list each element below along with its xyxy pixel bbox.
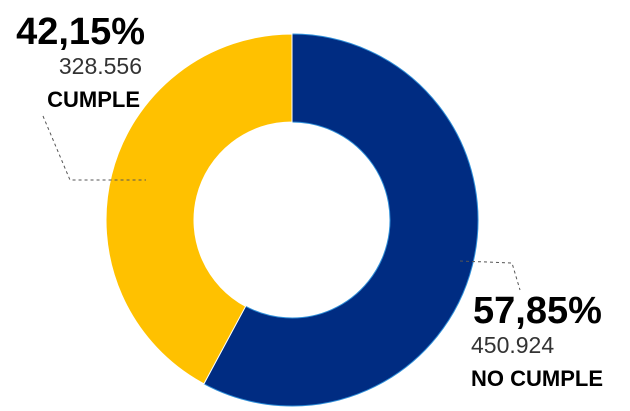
slice-percent-label-cumple: 42,15% [16,11,145,53]
slice-name-label-no-cumple: NO CUMPLE [471,366,603,391]
slice-no-cumple [203,33,479,407]
slice-cumple [105,33,293,385]
slice-value-label-cumple: 328.556 [59,53,142,79]
slice-percent-label-no-cumple: 57,85% [473,290,602,332]
slice-value-label-no-cumple: 450.924 [471,332,554,358]
slice-name-label-cumple: CUMPLE [47,87,140,112]
leader-line-cumple [42,115,146,181]
slices-layer [105,33,479,407]
